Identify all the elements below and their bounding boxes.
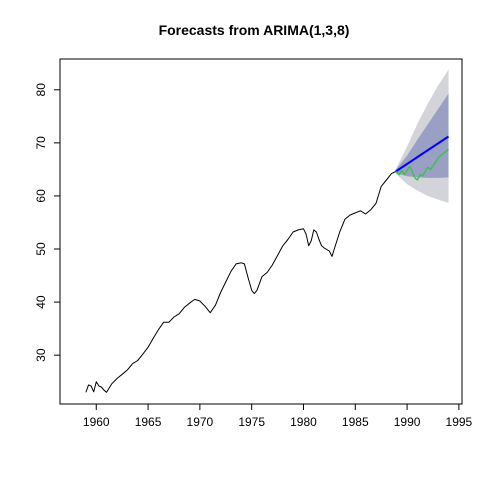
y-tick-label: 70 [34,136,48,150]
y-tick-label: 60 [34,189,48,203]
x-tick-label: 1965 [135,415,162,429]
y-axis: 30 40 50 60 70 80 [34,83,61,362]
x-tick-label: 1985 [342,415,369,429]
actual-series-line [395,148,449,181]
x-tick-label: 1970 [187,415,214,429]
y-tick-label: 30 [34,348,48,362]
y-tick-label: 40 [34,295,48,309]
forecast-80-band-layer [395,93,449,178]
series-layer [85,135,450,393]
observed-series-line [85,171,396,393]
plot-frame [59,58,463,405]
y-tick-label: 50 [34,242,48,256]
x-tick-label: 1990 [394,415,421,429]
x-tick-label: 1995 [446,415,473,429]
forecast-80-band [395,93,449,178]
x-tick-label: 1975 [238,415,265,429]
forecast-mean-line [395,135,450,173]
chart-title: Forecasts from ARIMA(1,3,8) [159,22,350,38]
x-tick-label: 1980 [290,415,317,429]
x-axis: 1960 1965 1970 1975 1980 1985 1990 1995 [83,403,473,429]
y-tick-label: 80 [34,83,48,97]
x-tick-label: 1960 [83,415,110,429]
